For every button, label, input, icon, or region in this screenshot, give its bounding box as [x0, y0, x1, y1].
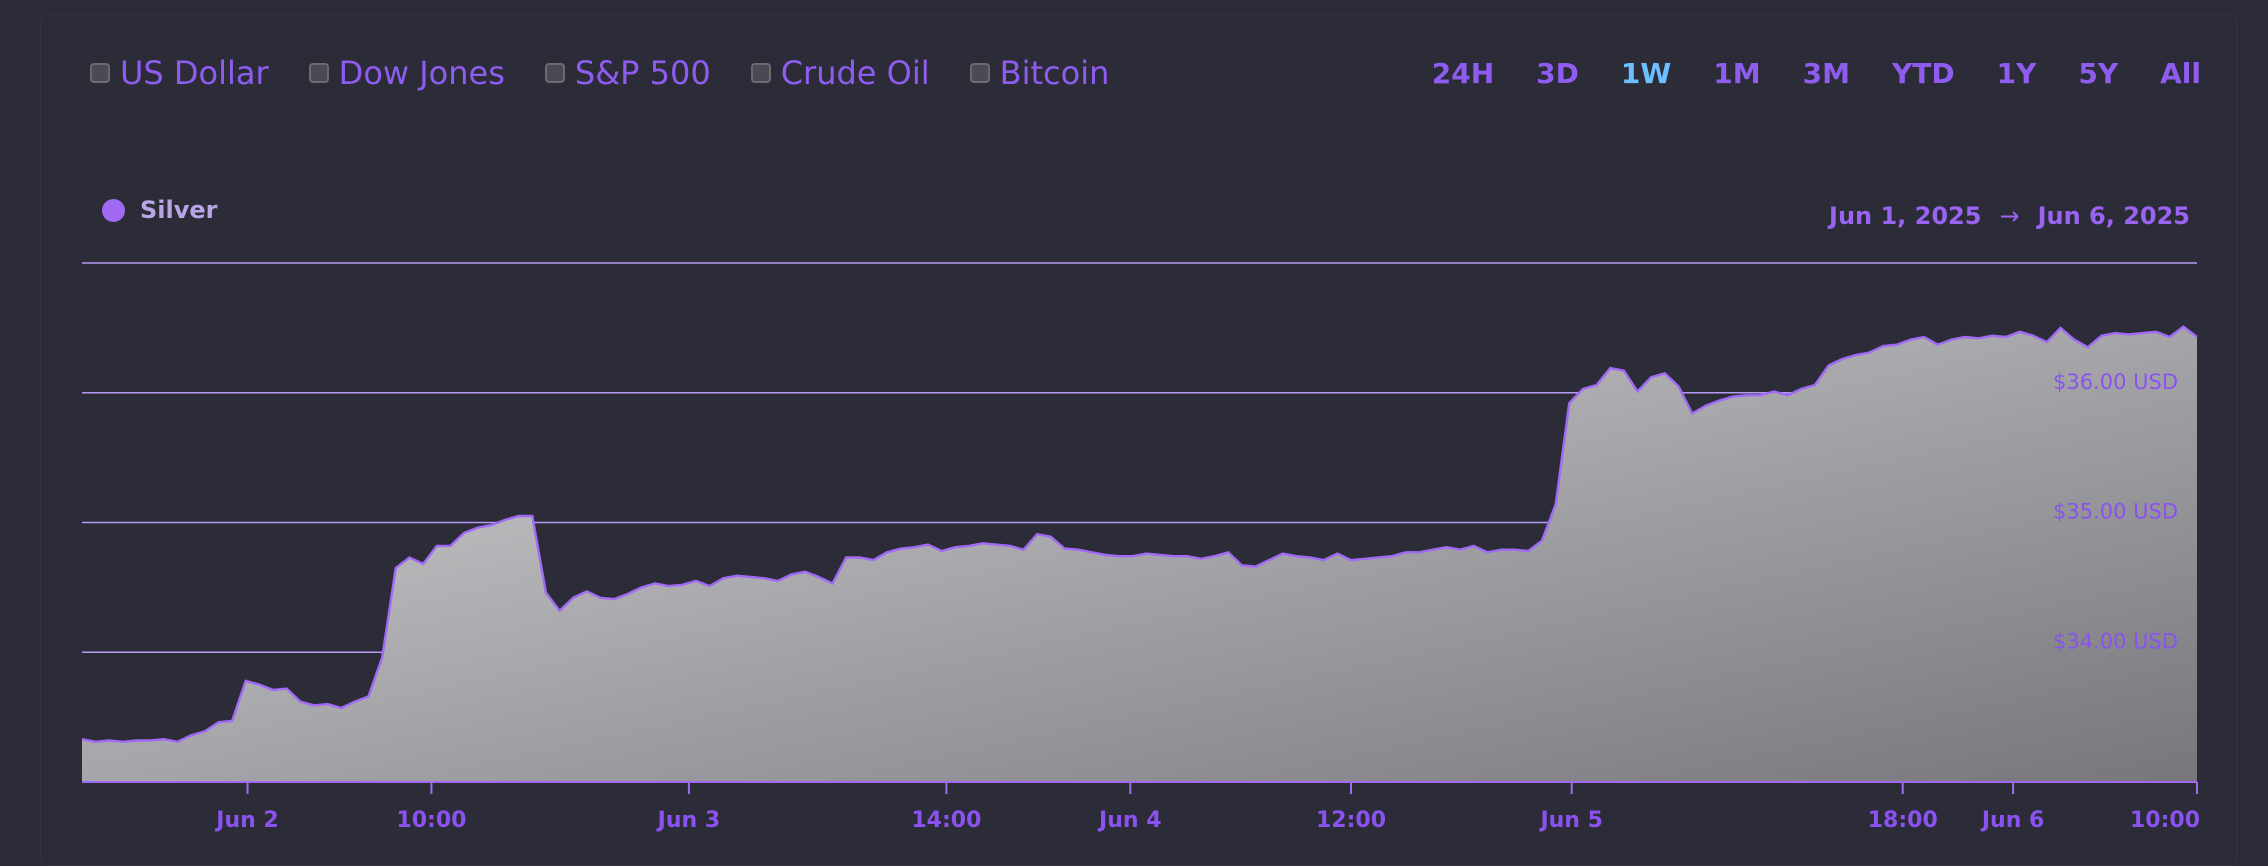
- date-range-end: Jun 6, 2025: [2037, 202, 2190, 230]
- x-tick-label: Jun 6: [1980, 808, 2044, 833]
- compare-toggle-sp500[interactable]: S&P 500: [544, 52, 711, 94]
- legend-swatch: [102, 198, 125, 222]
- range-3d[interactable]: 3D: [1536, 57, 1579, 90]
- range-1m[interactable]: 1M: [1713, 57, 1761, 90]
- range-1y[interactable]: 1Y: [1996, 57, 2037, 90]
- compare-toggles: US Dollar Dow Jones S&P 500 Crude Oil Bi…: [90, 52, 1149, 94]
- arrow-right-icon: →: [1999, 202, 2020, 230]
- x-axis: Jun 2 10:00 Jun 3 14:00 Jun 4 12:00 Jun 5 18:00…: [82, 781, 2200, 833]
- range-24h[interactable]: 24H: [1431, 57, 1495, 90]
- compare-toggle-crude-oil[interactable]: Crude Oil: [750, 52, 930, 94]
- checkbox[interactable]: [544, 63, 565, 83]
- checkbox[interactable]: [750, 63, 771, 83]
- y-tick-label: $35.00 USD: [2053, 500, 2178, 524]
- y-axis-labels: $34.00 USD $35.00 USD $36.00 USD: [2053, 370, 2178, 654]
- toggle-label: Bitcoin: [999, 54, 1110, 92]
- time-range-selector: 24H 3D 1W 1M 3M YTD 1Y 5Y All: [1390, 54, 2201, 94]
- toggle-label: S&P 500: [574, 54, 711, 92]
- toggle-label: Crude Oil: [780, 54, 930, 92]
- range-all[interactable]: All: [2160, 57, 2201, 90]
- compare-toggle-dow-jones[interactable]: Dow Jones: [308, 52, 505, 94]
- checkbox[interactable]: [90, 63, 110, 83]
- legend-label: Silver: [140, 196, 218, 224]
- x-tick-label: Jun 3: [656, 808, 720, 833]
- chart-legend[interactable]: Silver: [102, 196, 218, 224]
- compare-toggle-bitcoin[interactable]: Bitcoin: [969, 52, 1110, 94]
- compare-toggle-us-dollar[interactable]: US Dollar: [90, 52, 269, 94]
- x-tick-label: Jun 2: [214, 808, 278, 833]
- date-range-start: Jun 1, 2025: [1829, 202, 1982, 230]
- x-tick-label: 10:00: [396, 808, 466, 833]
- checkbox[interactable]: [969, 63, 990, 83]
- series-line: [81, 325, 2198, 744]
- area-fill: [82, 326, 2197, 782]
- x-tick-label: 14:00: [911, 808, 981, 833]
- x-tick-label: Jun 5: [1538, 808, 1602, 833]
- range-ytd[interactable]: YTD: [1891, 57, 1955, 90]
- x-tick-label: 18:00: [1868, 808, 1938, 833]
- x-tick-label: Jun 4: [1097, 808, 1161, 833]
- x-tick-label: 12:00: [1316, 808, 1386, 833]
- y-tick-label: $34.00 USD: [2053, 629, 2178, 653]
- checkbox[interactable]: [308, 63, 329, 83]
- y-tick-label: $36.00 USD: [2053, 370, 2178, 394]
- series-silver: [81, 325, 2198, 782]
- toggle-label: US Dollar: [120, 54, 269, 92]
- x-tick-label: 10:00: [2130, 808, 2200, 833]
- range-1w[interactable]: 1W: [1620, 57, 1672, 90]
- date-range: Jun 1, 2025 → Jun 6, 2025: [1829, 202, 2190, 230]
- toggle-label: Dow Jones: [338, 54, 505, 92]
- range-3m[interactable]: 3M: [1802, 57, 1850, 90]
- range-5y[interactable]: 5Y: [2078, 57, 2119, 90]
